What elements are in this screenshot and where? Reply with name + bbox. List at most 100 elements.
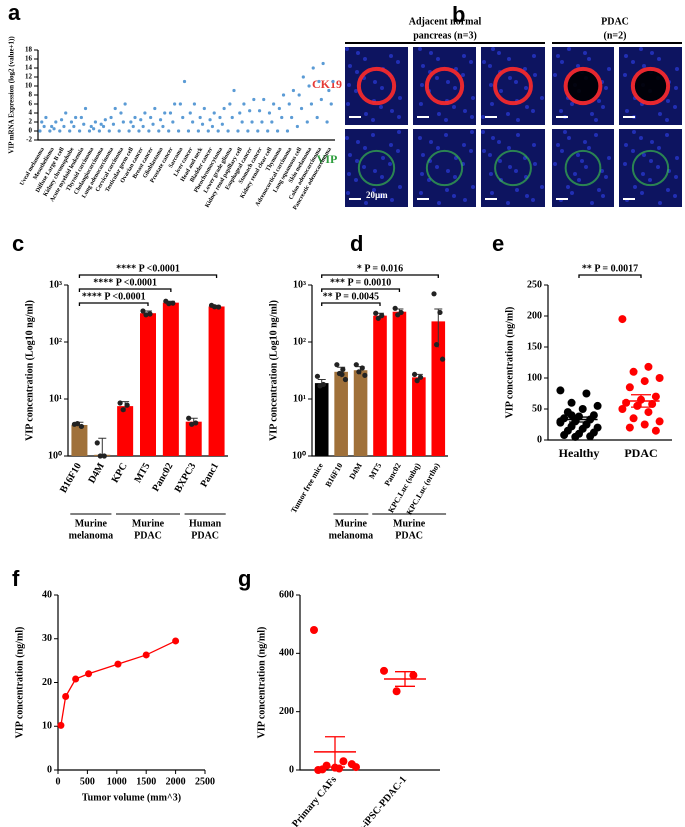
nucleus — [435, 76, 439, 80]
nucleus — [516, 118, 520, 122]
nucleus — [675, 156, 679, 160]
point — [625, 423, 634, 432]
point — [142, 651, 150, 659]
x-tick-label: Tumor free mice — [289, 461, 325, 515]
point — [392, 687, 401, 696]
micrograph-tile — [345, 129, 408, 207]
nucleus — [356, 140, 360, 144]
stain — [631, 149, 670, 187]
nucleus — [649, 159, 653, 163]
nucleus — [666, 188, 670, 192]
nucleus — [583, 51, 587, 55]
nucleus — [624, 143, 628, 147]
point — [140, 308, 146, 314]
x-tick-label: D4M — [347, 461, 364, 481]
x-tick-label: 0 — [56, 776, 61, 787]
y-tick-label: 10⁰ — [48, 450, 62, 461]
point — [178, 102, 182, 106]
y-tick-label: 18 — [25, 46, 33, 54]
nucleus — [445, 188, 449, 192]
point — [196, 129, 200, 133]
x-tick-label: Healthy — [559, 446, 600, 460]
panel-label: d — [350, 231, 363, 256]
nucleus — [444, 133, 448, 137]
nucleus — [471, 185, 475, 189]
point — [375, 315, 381, 321]
x-tick-label: 1500 — [136, 776, 156, 787]
nucleus — [673, 194, 677, 198]
point — [319, 97, 323, 102]
nucleus — [363, 57, 367, 61]
nucleus — [346, 102, 350, 106]
nucleus — [590, 201, 594, 205]
nucleus — [364, 112, 368, 116]
group-label: Murine — [335, 518, 368, 529]
nucleus — [633, 185, 637, 189]
nucleus — [398, 96, 402, 100]
nucleus — [390, 109, 394, 113]
point — [218, 115, 222, 120]
nucleus — [419, 102, 423, 106]
nucleus — [435, 165, 439, 169]
nucleus — [347, 172, 351, 176]
y-tick-label: 10³ — [293, 279, 306, 290]
nucleus — [642, 153, 646, 157]
panel-label: a — [8, 0, 21, 25]
nucleus — [429, 51, 433, 55]
axis-line — [37, 50, 335, 141]
nucleus — [463, 198, 467, 202]
y-tick-label: 10³ — [49, 279, 62, 290]
bar — [162, 302, 179, 456]
nucleus — [420, 83, 424, 87]
point — [334, 362, 340, 368]
y-tick-label: 8 — [29, 91, 33, 99]
point — [347, 760, 356, 769]
significance-bracket — [321, 274, 439, 278]
point — [101, 453, 107, 459]
nucleus — [396, 149, 400, 153]
point — [103, 118, 107, 122]
point — [285, 129, 290, 133]
y-tick-label: 50 — [532, 403, 542, 414]
nucleus — [580, 159, 584, 163]
error-bar — [395, 671, 415, 687]
stain — [630, 66, 671, 106]
point — [339, 757, 348, 766]
nucleus — [525, 105, 529, 109]
point — [305, 120, 309, 124]
nucleus — [563, 130, 567, 134]
column-header: Adjacent normal — [409, 16, 482, 27]
point — [97, 453, 103, 459]
point — [309, 102, 314, 106]
nucleus — [607, 156, 611, 160]
point — [340, 366, 346, 373]
point — [62, 124, 66, 129]
nucleus — [347, 83, 351, 87]
y-tick-label: 200 — [279, 706, 294, 717]
panel-label: b — [452, 2, 465, 27]
point — [69, 120, 74, 124]
nucleus — [481, 130, 485, 134]
bar — [412, 377, 426, 456]
nucleus — [632, 130, 636, 134]
point — [87, 129, 92, 133]
nucleus — [462, 54, 466, 58]
point — [373, 310, 379, 316]
point — [124, 402, 130, 408]
point — [99, 122, 103, 126]
nucleus — [397, 130, 401, 134]
nucleus — [533, 73, 537, 77]
significance-bracket — [321, 302, 381, 306]
nucleus — [348, 153, 352, 157]
bar — [392, 311, 407, 456]
point — [198, 115, 202, 120]
point — [317, 79, 321, 84]
point — [359, 365, 365, 371]
panel-label: c — [12, 231, 24, 256]
y-tick-label: 10⁰ — [292, 450, 306, 461]
significance-bracket — [78, 274, 218, 278]
nucleus — [446, 80, 450, 84]
point — [586, 432, 595, 441]
nucleus — [390, 198, 394, 202]
point — [256, 129, 260, 133]
